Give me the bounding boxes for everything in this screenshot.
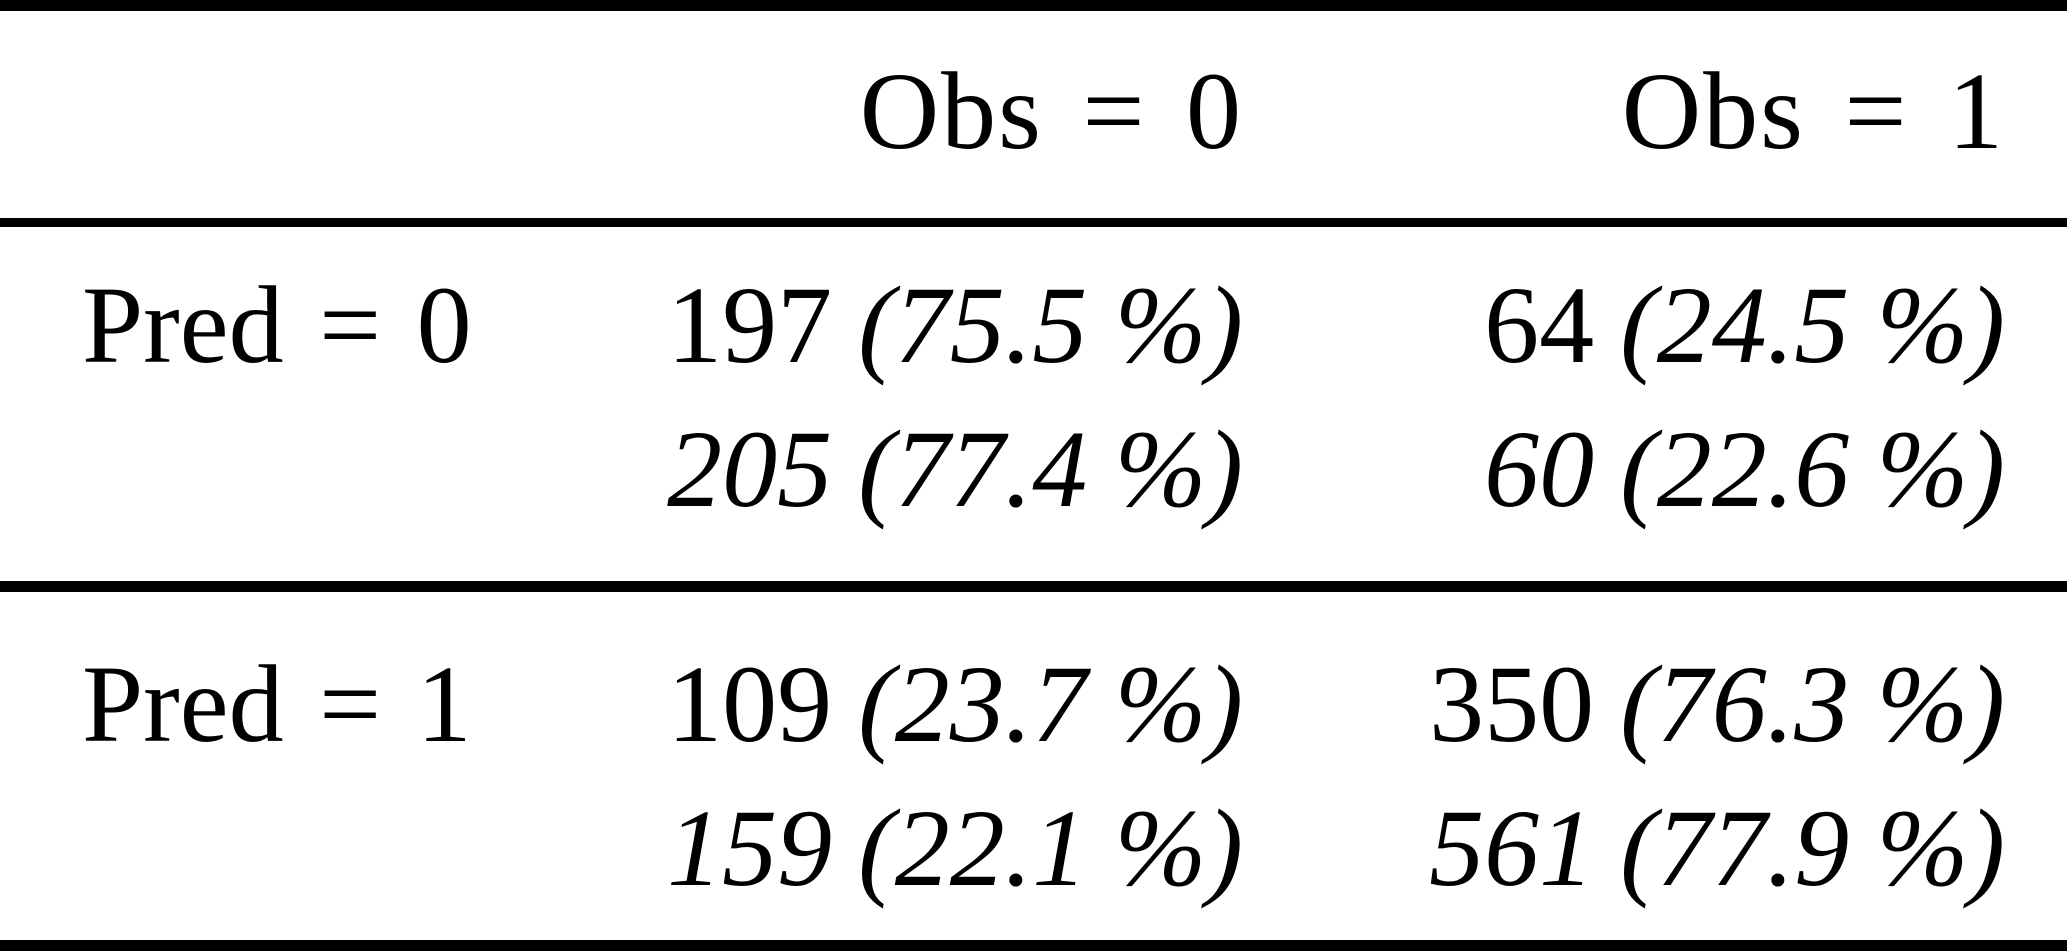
percentage-value: (22.1 %) [858, 787, 1243, 909]
row-label-pred-1: Pred = 1 [82, 643, 472, 765]
cell-pred0-obs1: 64 (24.5 %) 60 (22.6 %) [1300, 253, 2005, 541]
percentage-value: (77.4 %) [858, 408, 1243, 530]
cell-pred1-obs1: 350 (76.3 %) 561 (77.9 %) [1300, 632, 2005, 920]
table-row-pred-1: Pred = 1 109 (23.7 %) 159 (22.1 %) 350 (76.… [0, 632, 2067, 920]
count-value: 205 [667, 408, 833, 530]
count-value: 561 [1429, 787, 1595, 909]
col-header-obs-0: Obs = 0 [859, 50, 1243, 172]
percentage-value: (77.9 %) [1620, 787, 2005, 909]
primary-line: 197 (75.5 %) [500, 253, 1243, 397]
table-rule-bottom [0, 940, 2067, 951]
table-rule-top [0, 0, 2067, 11]
percentage-value: (22.6 %) [1620, 408, 2005, 530]
table-rule-mid [0, 581, 2067, 592]
col-header-obs-1: Obs = 1 [1621, 50, 2005, 172]
primary-line: 350 (76.3 %) [1300, 632, 2005, 776]
count-value: 159 [667, 787, 833, 909]
count-value: 197 [667, 264, 833, 386]
secondary-line: 159 (22.1 %) [500, 776, 1243, 920]
table-header-row: Obs = 0 Obs = 1 [0, 39, 2067, 183]
percentage-value: (75.5 %) [858, 264, 1243, 386]
percentage-value: (76.3 %) [1620, 643, 2005, 765]
secondary-line: 561 (77.9 %) [1300, 776, 2005, 920]
percentage-value: (24.5 %) [1620, 264, 2005, 386]
count-value: 109 [667, 643, 833, 765]
table-row-pred-0: Pred = 0 197 (75.5 %) 205 (77.4 %) 64 (24.5… [0, 253, 2067, 541]
count-value: 60 [1484, 408, 1595, 530]
cell-pred1-obs0: 109 (23.7 %) 159 (22.1 %) [500, 632, 1243, 920]
count-value: 64 [1484, 264, 1595, 386]
count-value: 350 [1429, 643, 1595, 765]
cell-pred0-obs0: 197 (75.5 %) 205 (77.4 %) [500, 253, 1243, 541]
secondary-line: 205 (77.4 %) [500, 397, 1243, 541]
percentage-value: (23.7 %) [858, 643, 1243, 765]
primary-line: 64 (24.5 %) [1300, 253, 2005, 397]
secondary-line: 60 (22.6 %) [1300, 397, 2005, 541]
row-label-pred-0: Pred = 0 [82, 264, 472, 386]
table-rule-below-header [0, 218, 2067, 227]
primary-line: 109 (23.7 %) [500, 632, 1243, 776]
